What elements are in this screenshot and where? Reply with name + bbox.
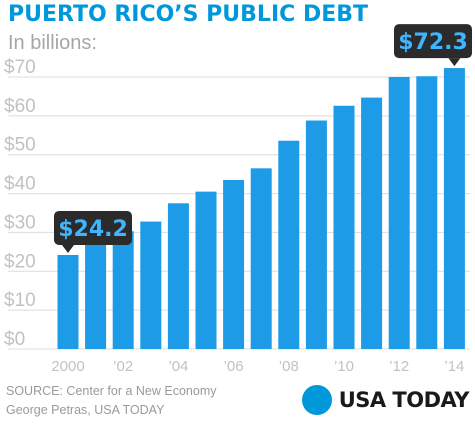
y-tick-label: $60 (4, 96, 36, 117)
x-tick-label: ’14 (444, 358, 464, 375)
bar-chart: $0 $10 $20 $30 $40 $50 $60 $70 2000 ’02 ’04 ’06 ’08 ’… (4, 24, 472, 375)
bar-2002 (112, 231, 134, 349)
x-tick-label: ’08 (279, 358, 299, 375)
bar-2012 (388, 77, 410, 349)
source-text: SOURCE: Center for a New Economy (6, 384, 217, 398)
bar-2006 (223, 179, 245, 349)
bar-2011 (361, 97, 383, 349)
bar-2007 (250, 168, 272, 349)
bar-2013 (416, 76, 438, 350)
data-label-callout: $24.2 (54, 210, 132, 253)
bar-2009 (305, 120, 327, 350)
y-tick-label: $70 (4, 57, 36, 78)
usa-today-logo: USA TODAY (301, 385, 470, 415)
y-tick-label: $10 (4, 290, 36, 311)
bar-2003 (140, 221, 162, 349)
bar-2001 (85, 243, 107, 349)
chart-subtitle: In billions: (8, 32, 97, 54)
x-tick-label: 2000 (51, 358, 84, 375)
callout-pointer (62, 244, 74, 253)
source-note: SOURCE: Center for a New Economy George … (6, 382, 217, 420)
bar-2004 (167, 203, 189, 349)
callout-box (394, 24, 472, 59)
x-tick-label: ’06 (224, 358, 244, 375)
bar-2005 (195, 191, 217, 349)
logo-dot-icon (301, 385, 332, 415)
y-tick-label: $0 (4, 329, 25, 350)
credit-text: George Petras, USA TODAY (6, 403, 165, 417)
x-tick-label: ’12 (389, 358, 409, 375)
bar-2000 (57, 254, 79, 349)
y-tick-label: $30 (4, 212, 36, 233)
callout-pointer (448, 58, 461, 67)
x-tick-label: ’10 (334, 358, 354, 375)
bar-2008 (278, 140, 300, 349)
logo-text: USA TODAY (338, 388, 470, 412)
chart-title: PUERTO RICO’S PUBLIC DEBT (8, 2, 369, 27)
bar-2010 (333, 105, 355, 349)
x-tick-label: ’02 (113, 358, 133, 375)
data-label: $24.2 (58, 217, 128, 242)
callout-box (54, 210, 132, 245)
y-tick-label: $40 (4, 174, 36, 195)
x-tick-label: ’04 (168, 358, 188, 375)
y-tick-label: $20 (4, 251, 36, 272)
y-tick-label: $50 (4, 135, 36, 156)
data-label: $72.3 (398, 30, 468, 55)
bar-2014 (443, 68, 465, 349)
data-label-callout: $72.3 (394, 24, 472, 67)
